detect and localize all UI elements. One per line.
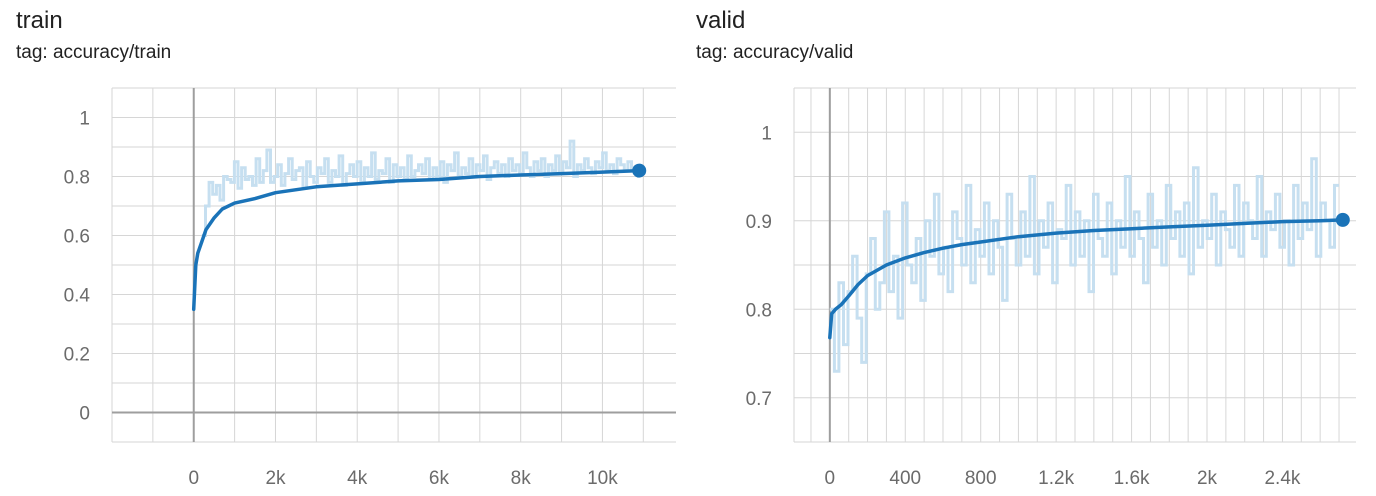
chart-tag: tag: accuracy/train: [16, 42, 172, 63]
x-tick-label: 8k: [511, 468, 532, 489]
x-tick-label: 1.6k: [1114, 468, 1150, 489]
y-tick-label: 0.2: [64, 345, 90, 366]
x-tick-label: 800: [965, 468, 997, 489]
chart-tag: tag: accuracy/valid: [696, 42, 854, 63]
y-tick-label: 0.8: [746, 300, 772, 321]
end-point-dot[interactable]: [1335, 212, 1350, 227]
y-tick-label: 0.7: [746, 389, 772, 410]
end-point-dot[interactable]: [632, 163, 647, 178]
x-tick-label: 2.4k: [1264, 468, 1300, 489]
smoothed-series-line: [191, 168, 641, 312]
chart-card-train: train tag: accuracy/train 0 0.2 0.4 0.6 0.8 1…: [0, 0, 688, 496]
y-tick-label: 0.9: [746, 212, 772, 233]
smoothed-series-line: [828, 218, 1345, 340]
y-tick-label: 0.6: [64, 227, 90, 248]
x-tick-label: 1.2k: [1038, 468, 1074, 489]
x-tick-label: 0: [188, 468, 199, 489]
x-tick-label: 2k: [265, 468, 286, 489]
chart-plot-valid[interactable]: 0.7 0.8 0.9 1 0 400 800 1.2k 1.6k 2k 2.4k: [680, 0, 1376, 496]
x-tick-label: 0: [825, 468, 836, 489]
x-tick-label: 400: [889, 468, 921, 489]
y-tick-label: 0.4: [64, 286, 91, 307]
x-tick-label: 10k: [587, 468, 618, 489]
y-tick-label: 0.8: [64, 168, 90, 189]
y-tick-label: 1: [79, 109, 90, 130]
chart-title: valid: [696, 7, 746, 34]
x-tick-label: 2k: [1197, 468, 1218, 489]
chart-card-valid: valid tag: accuracy/valid 0.7 0.8 0.9 1 0 400…: [680, 0, 1376, 496]
raw-series-line: [829, 157, 1339, 373]
x-tick-label: 4k: [347, 468, 368, 489]
y-tick-label: 1: [761, 123, 772, 144]
raw-series-line: [201, 139, 636, 237]
x-tick-label: 6k: [429, 468, 450, 489]
chart-plot-train[interactable]: 0 0.2 0.4 0.6 0.8 1 0 2k 4k 6k 8k 10k: [0, 0, 688, 496]
y-tick-label: 0: [79, 404, 90, 425]
chart-title: train: [16, 7, 63, 34]
